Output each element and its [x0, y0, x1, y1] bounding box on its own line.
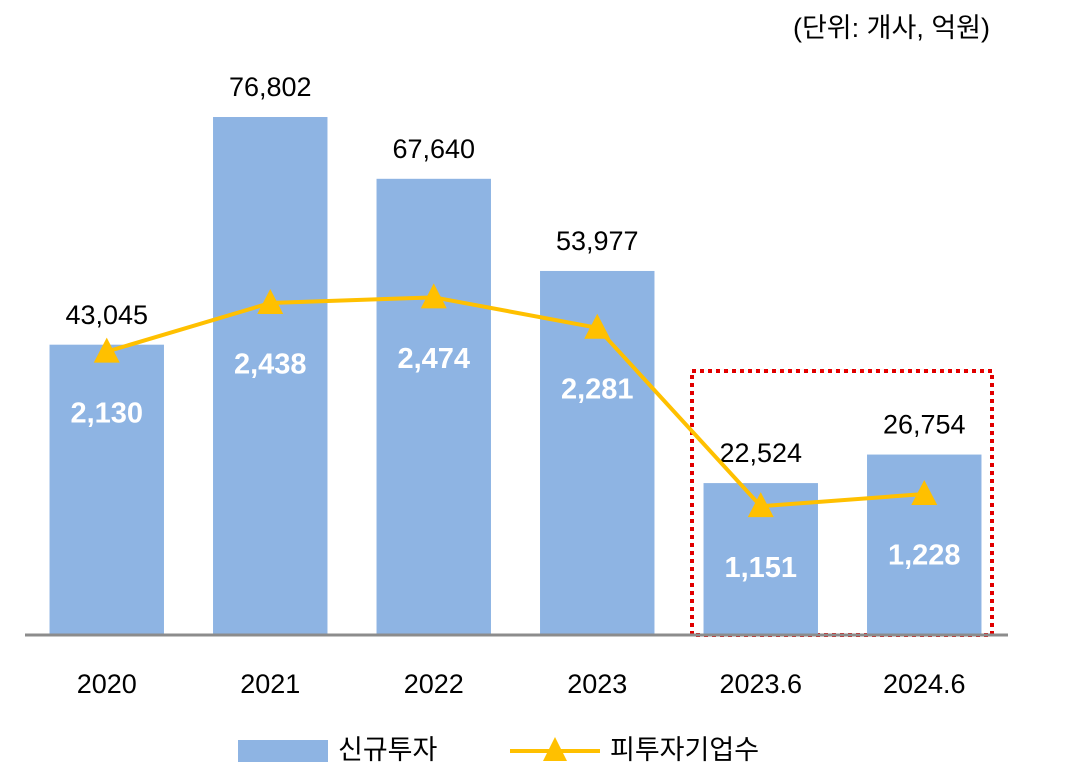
x-tick-label: 2021	[240, 669, 300, 699]
x-tick-label: 2023.6	[719, 669, 802, 699]
legend-label: 피투자기업수	[610, 735, 759, 765]
line-value-label: 2,281	[561, 373, 634, 405]
bar-value-label: 76,802	[229, 72, 312, 102]
bar	[213, 117, 328, 635]
line-value-label: 2,438	[234, 349, 307, 381]
x-tick-label: 2022	[404, 669, 464, 699]
bar-value-label: 26,754	[883, 410, 966, 440]
line-marker	[747, 492, 774, 518]
line-marker	[420, 283, 447, 309]
line	[106, 295, 925, 509]
legend-label: 신규투자	[338, 735, 438, 765]
line-value-label: 2,474	[397, 343, 470, 375]
legend-swatch	[543, 737, 567, 761]
line-marker	[584, 313, 611, 339]
line-value-label: 1,228	[888, 540, 961, 572]
x-tick-label: 2023	[567, 669, 627, 699]
bar-value-label: 67,640	[392, 134, 475, 164]
legend-swatch	[238, 740, 328, 762]
line-value-label: 2,130	[70, 397, 143, 429]
unit-label: (단위: 개사, 억원)	[793, 13, 990, 43]
line-marker	[93, 337, 120, 363]
line-marker	[911, 480, 938, 506]
line-marker	[257, 289, 284, 315]
bar-value-label: 22,524	[719, 438, 802, 468]
x-tick-label: 2024.6	[883, 669, 966, 699]
plot: 2020 2021 2022 2023 2023.6 2024.6 43,045 76,802…	[49, 72, 982, 699]
line-value-label: 1,151	[724, 552, 797, 584]
bar	[49, 344, 164, 635]
x-tick-label: 2020	[77, 669, 137, 699]
bar-value-label: 43,045	[65, 300, 148, 330]
bar-value-label: 53,977	[556, 226, 639, 256]
bar	[376, 178, 491, 635]
